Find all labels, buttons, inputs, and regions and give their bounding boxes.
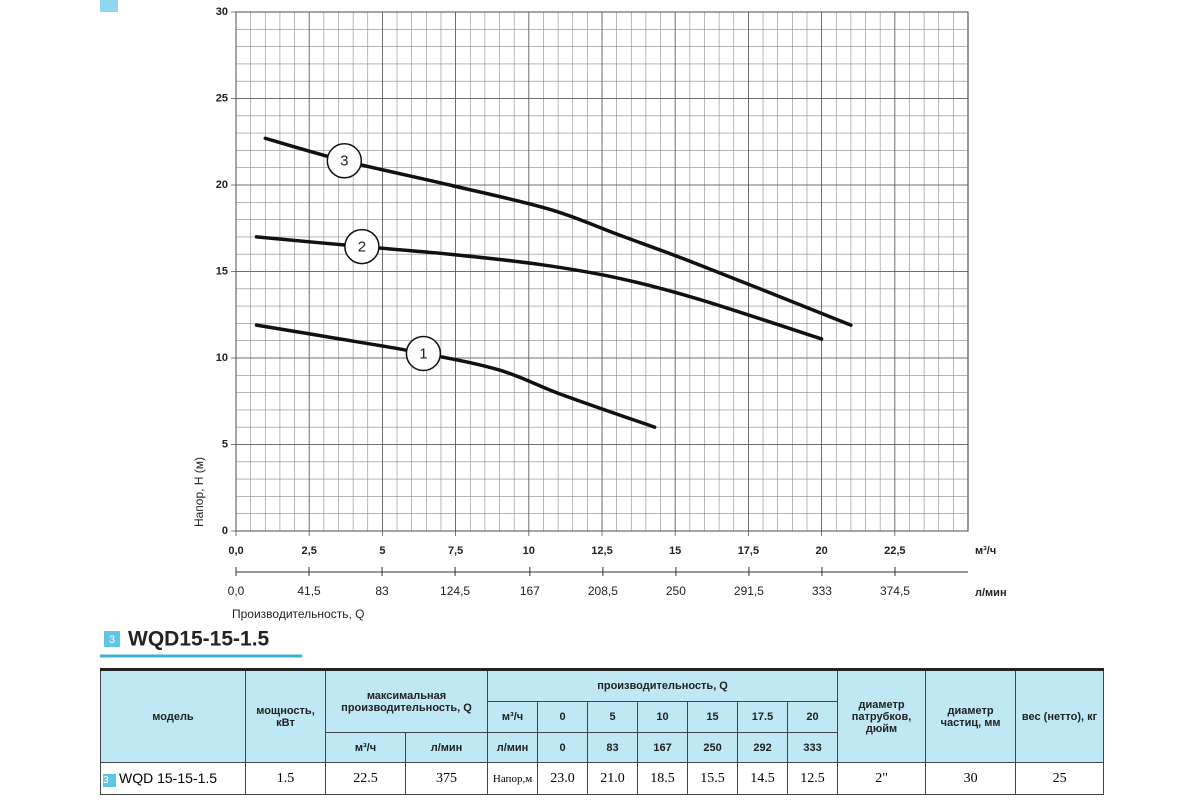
header-cell: 167 [637,732,689,763]
header-cell: л/мин [487,732,539,763]
x2-unit: л/мин [975,587,1007,599]
header-cell: 83 [587,732,639,763]
header-cell: 10 [637,701,689,733]
table-row: 3 WQD 15-15-1.5 1.5 22.5 375 Напор,м 23.0 21.0… [100,762,1105,795]
table-cell: Напор,м [487,762,539,795]
table-cell: 22.5 [325,762,406,795]
y-tick-label: 10 [216,352,228,364]
header-cell: 20 [787,701,839,733]
y-tick-label: 25 [216,92,228,104]
header-cell: м³/ч [325,732,406,763]
spec-table: модель мощность, кВт максимальная произв… [100,668,1105,795]
x2-tick-label: 167 [520,584,540,598]
badge: 3 [103,774,116,787]
curve-label: 2 [358,239,366,256]
header-cell: 0 [537,701,589,733]
table-cell: 23.0 [537,762,589,795]
x-tick-label: 22,5 [884,545,905,557]
x-tick-label: 20 [815,545,827,557]
model-cell: 3 WQD 15-15-1.5 [100,762,246,795]
x2-tick-label: 41,5 [297,584,321,598]
corner-mark [100,0,118,12]
header-cell: 333 [787,732,839,763]
x2-tick-label: 208,5 [588,584,618,598]
y-tick-label: 5 [222,438,228,450]
x-tick-label: 17,5 [738,545,759,557]
x2-tick-label: 374,5 [880,584,910,598]
header-cell: диаметр патрубков, дюйм [837,668,927,763]
table-cell: 12.5 [787,762,839,795]
x-tick-label: 15 [669,545,681,557]
x2-tick-label: 291,5 [734,584,764,598]
x-tick-label: 12,5 [591,545,612,557]
header-cell: диаметр частиц, мм [925,668,1017,763]
x2-tick-label: 83 [375,584,389,598]
badge [104,631,120,647]
header-cell: 250 [687,732,739,763]
curve-label-circle [344,228,380,265]
x2-tick-label: 333 [812,584,832,598]
y-tick-label: 0 [222,525,228,537]
table-cell: 375 [404,762,489,795]
header-cell: 17.5 [737,701,789,733]
curve-label: 3 [340,153,348,170]
x-axis-label: Производительность, Q [232,607,364,621]
x2-tick-label: 124,5 [440,584,470,598]
table-cell: 15.5 [687,762,739,795]
table-cell: 18.5 [637,762,689,795]
header-cell: л/мин [404,732,489,763]
table-cell: 21.0 [587,762,639,795]
product-title: WQD15-15-1.5 [128,628,270,651]
header-cell: м³/ч [487,701,539,733]
header-cell: производительность, Q [487,668,839,702]
header-cell: мощность, кВт [245,668,326,763]
y-tick-label: 20 [216,179,228,191]
header-cell: 0 [537,732,589,763]
badge-text: 3 [109,634,115,646]
header-cell: 15 [687,701,739,733]
header-cell: 5 [587,701,639,733]
header-cell: 292 [737,732,789,763]
header-cell: модель [100,668,246,763]
header-cell: максимальная производительность, Q [324,668,489,733]
x2-tick-label: 0,0 [228,584,245,598]
x-tick-label: 2,5 [302,545,317,557]
table-cell: 2" [837,762,927,795]
curve [254,323,657,429]
table-cell: 25 [1015,762,1105,795]
y-axis-label: Напор, H (м) [192,457,206,527]
x-tick-label: 10 [523,545,535,557]
table-cell: 30 [925,762,1017,795]
curve-label-circle [326,143,363,179]
curve-label: 1 [419,345,427,362]
y-tick-label: 15 [216,265,228,277]
curve-label-circle [405,335,442,372]
x-unit: м³/ч [975,545,996,557]
y-tick-label: 30 [216,6,228,18]
x-tick-label: 7,5 [448,545,463,557]
header-cell: вес (нетто), кг [1015,668,1105,763]
table-cell: 1.5 [245,762,326,795]
cell-text: WQD 15-15-1.5 [119,770,218,786]
x-tick-label: 0,0 [228,545,243,557]
x-tick-label: 5 [379,545,385,557]
table-cell: 14.5 [737,762,789,795]
x2-tick-label: 250 [666,584,686,598]
